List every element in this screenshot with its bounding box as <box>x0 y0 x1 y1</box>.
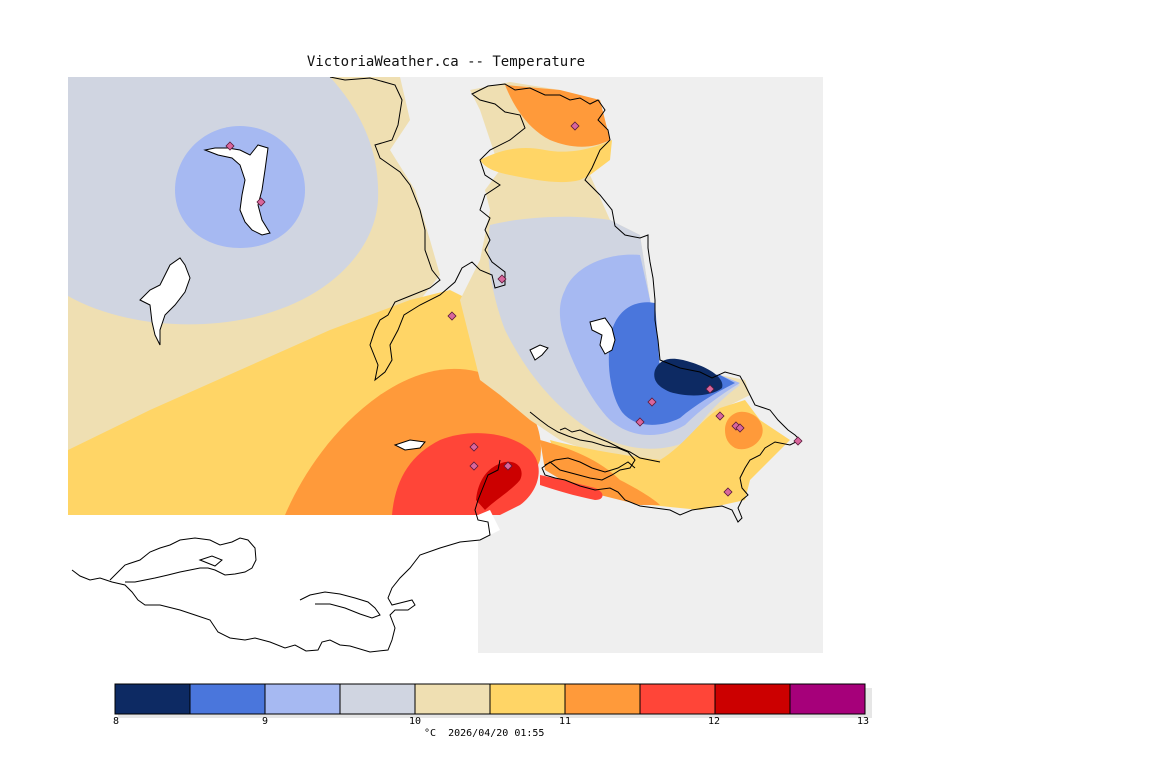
colorbar-swatch <box>640 684 715 714</box>
coastline-inner-island <box>559 427 661 463</box>
station-marker <box>469 442 479 452</box>
station-marker <box>715 411 725 421</box>
colorbar-swatch <box>490 684 565 714</box>
station-marker <box>705 384 715 394</box>
off-domain-shelf <box>68 510 500 653</box>
lake-shawnigan <box>203 144 271 236</box>
station-marker <box>647 397 657 407</box>
colorbar-swatch <box>790 684 865 714</box>
band-10.5-11-west <box>68 290 500 515</box>
band-10.5-11-east-north <box>480 140 612 183</box>
station-marker <box>256 197 266 207</box>
colorbar-swatch <box>115 684 190 714</box>
colorbar-swatch <box>265 684 340 714</box>
map-timestamp: 2026/04/20 01:55 <box>448 728 545 739</box>
coastline-esquimalt <box>299 591 381 619</box>
lake-small-3 <box>198 555 223 567</box>
lake-small-1 <box>529 344 549 361</box>
band-8-8.5-east <box>654 358 723 396</box>
colorbar-tick-label: 11 <box>558 716 572 727</box>
station-marker <box>469 461 479 471</box>
colorbar-tick-label: 10 <box>408 716 422 727</box>
station-marker <box>497 274 507 284</box>
station-marker <box>723 487 733 497</box>
map-title: VictoriaWeather.ca -- Temperature <box>306 54 586 70</box>
band-11-11.5-east-south <box>540 440 660 505</box>
band-9-9.5-west <box>175 126 305 248</box>
colorbar <box>114 683 872 718</box>
coastline-sooke-inlet <box>109 537 257 583</box>
lakes <box>139 144 616 567</box>
colorbar-tick-label: 12 <box>707 716 721 727</box>
coastlines <box>71 77 801 653</box>
band-12-12.5-west <box>476 461 522 510</box>
temperature-field <box>68 77 790 515</box>
colorbar-tick-label: 13 <box>856 716 870 727</box>
coastline-west-shore <box>71 459 501 653</box>
station-marker <box>570 121 580 131</box>
station-marker <box>447 311 457 321</box>
station-marker <box>503 461 513 471</box>
lake-small-2 <box>393 439 426 451</box>
lake-elk <box>589 317 616 355</box>
lake-sooke <box>139 257 191 346</box>
band-11.5-12-east <box>540 475 603 500</box>
coastline-harbour <box>544 457 636 473</box>
colorbar-swatch <box>415 684 490 714</box>
colorbar-swatch <box>715 684 790 714</box>
station-marker <box>793 436 803 446</box>
station-marker <box>225 141 235 151</box>
colorbar-footer: °C 2026/04/20 01:55 <box>424 728 544 739</box>
colorbar-unit: °C <box>424 728 437 739</box>
band-11-11.5-east-island <box>725 411 763 450</box>
station-marker <box>635 417 645 427</box>
colorbar-swatch <box>340 684 415 714</box>
station-marker <box>735 423 745 433</box>
colorbar-swatch <box>565 684 640 714</box>
colorbar-swatch <box>190 684 265 714</box>
colorbar-tick-label: 9 <box>261 716 269 727</box>
colorbar-tick-label: 8 <box>112 716 120 727</box>
weather-stations <box>225 121 803 497</box>
coastline-east-mainland <box>329 77 801 523</box>
